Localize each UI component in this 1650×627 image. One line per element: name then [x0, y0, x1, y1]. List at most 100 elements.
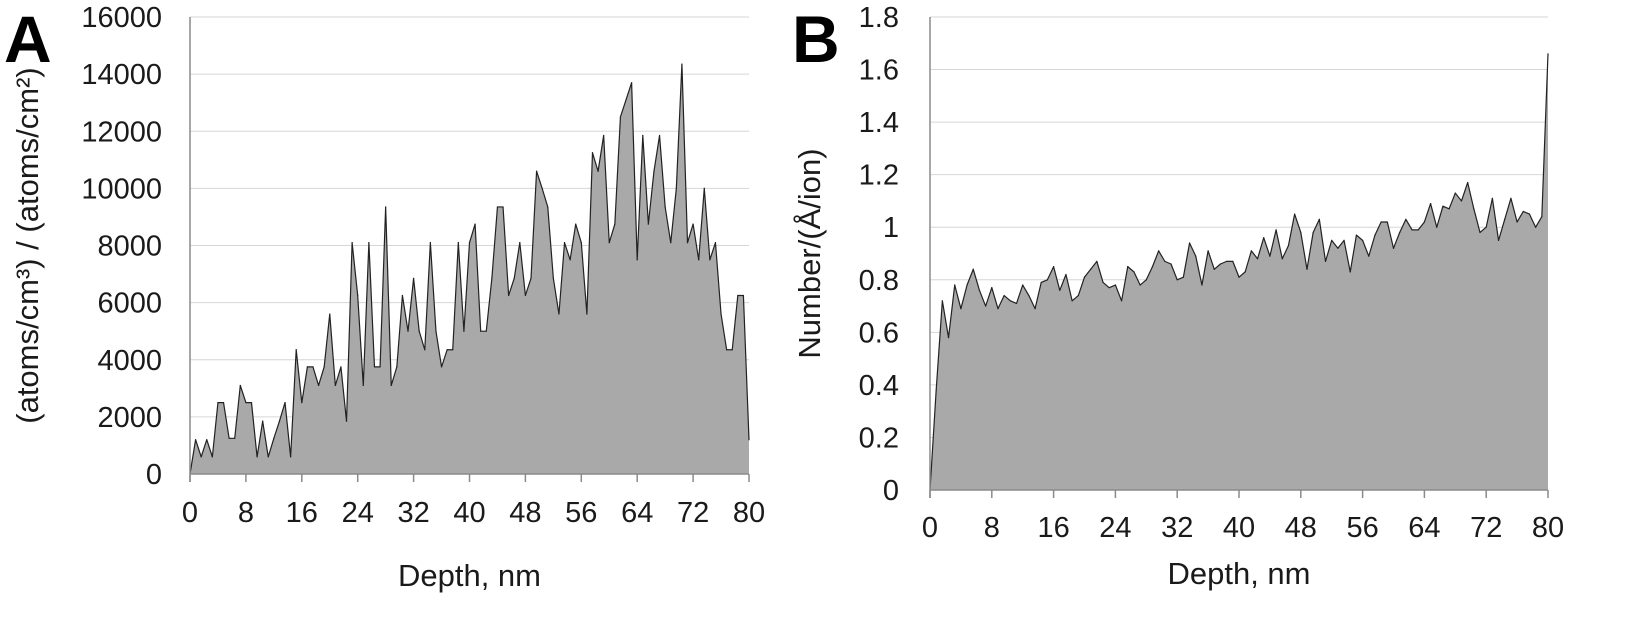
panel-a-data-point — [217, 401, 219, 404]
panel-a-data-point — [726, 349, 728, 351]
panel-b-data-point — [1238, 276, 1240, 278]
panel-a-area-fill — [190, 64, 749, 474]
panel-a-x-tick-label: 56 — [565, 497, 597, 529]
panel-b-data-point — [1429, 202, 1432, 205]
panel-a-data-point — [541, 187, 543, 189]
panel-b-data-point — [1250, 250, 1252, 252]
panel-b-x-tick-label: 48 — [1285, 512, 1317, 544]
panel-b-data-point — [1405, 218, 1407, 220]
panel-a-data-point — [250, 401, 253, 404]
panel-a-data-point — [290, 456, 292, 458]
panel-b-data-point — [1244, 271, 1246, 273]
panel-b-data-point — [954, 284, 956, 286]
panel-a-data-point — [407, 330, 409, 332]
panel-a-data-point — [614, 223, 616, 225]
panel-b-y-tick-label: 1.4 — [859, 107, 899, 139]
panel-b-x-tick-label: 56 — [1346, 512, 1378, 544]
panel-b-data-point — [935, 389, 937, 391]
panel-a-data-point — [714, 242, 717, 244]
panel-b-data-point — [1139, 284, 1141, 286]
panel-b-data-point — [1083, 276, 1086, 278]
panel-a-data-point — [424, 349, 426, 351]
panel-b-data-point — [1077, 294, 1079, 297]
panel-a-data-point — [267, 456, 269, 458]
panel-b-data-point — [1436, 226, 1438, 228]
panel-a-data-point — [468, 242, 471, 244]
panel-a-data-point — [742, 294, 745, 297]
panel-a-data-point — [234, 437, 236, 439]
panel-a-data-point — [262, 420, 264, 422]
panel-b-data-point — [1219, 263, 1222, 265]
panel-b-data-point — [1102, 281, 1104, 284]
panel-b-y-tick-label: 1.2 — [859, 160, 899, 192]
panel-a-y-tick-label: 14000 — [81, 59, 162, 91]
panel-a-data-point — [563, 242, 566, 244]
panel-b-data-point — [1034, 308, 1036, 310]
panel-b-area-fill — [930, 53, 1548, 490]
panel-a-data-point — [731, 349, 733, 351]
panel-b-data-point — [1368, 255, 1370, 257]
panel-a-data-point — [306, 366, 308, 368]
panel-a-letter: A — [4, 2, 52, 76]
panel-a-data-point — [413, 277, 415, 279]
panel-b-data-point — [1510, 197, 1512, 199]
panel-a-data-point — [323, 366, 325, 368]
panel-a-data-point — [463, 330, 465, 332]
panel-b-data-point — [1263, 237, 1265, 239]
panel-b-data-point — [1127, 266, 1129, 268]
panel-a-data-point — [317, 384, 320, 387]
panel-a-data-point — [664, 206, 666, 208]
panel-b-data-point — [1399, 231, 1401, 234]
panel-b-data-point — [1015, 302, 1018, 305]
panel-a-data-point — [312, 366, 314, 368]
panel-a-x-tick-label: 16 — [286, 497, 318, 529]
panel-a-x-tick-label: 0 — [182, 497, 198, 529]
panel-b-data-point — [1151, 266, 1154, 268]
panel-b-chart: 0 0.2 0.4 0.6 0.8 1 1.2 1.4 1.6 1.8 0 8 16 24 32 40 48 56… — [792, 2, 1564, 591]
panel-a-data-point — [474, 223, 476, 225]
panel-a-data-point — [519, 242, 521, 244]
panel-a-data-point — [513, 277, 515, 279]
panel-b-data-point — [1479, 231, 1481, 234]
panel-b-x-tick-label: 8 — [984, 512, 1000, 544]
panel-b-letter: B — [792, 2, 840, 76]
panel-b-data-point — [1108, 287, 1110, 289]
panel-b-data-point — [1256, 258, 1259, 260]
panel-b-data-point — [1442, 205, 1444, 207]
panel-b-data-point — [1423, 221, 1425, 223]
panel-a-data-point — [535, 170, 538, 172]
panel-a-data-point — [446, 349, 448, 351]
panel-a-data-point — [440, 366, 443, 368]
panel-a-data-point — [720, 313, 722, 315]
panel-a-data-point — [284, 401, 286, 404]
panel-b-data-point — [1232, 260, 1234, 262]
panel-b-data-point — [1392, 247, 1395, 249]
panel-a-data-point — [692, 223, 694, 225]
panel-a-y-tick-label: 6000 — [97, 288, 162, 320]
panel-b-data-point — [1337, 247, 1339, 249]
panel-b-data-point — [1300, 231, 1302, 234]
panel-b-data-point — [1491, 197, 1493, 199]
panel-a-data-point — [569, 259, 571, 261]
panel-b-data-point — [1269, 255, 1271, 257]
panel-b-x-tick-label: 64 — [1408, 512, 1440, 544]
panel-b-data-point — [1318, 218, 1320, 220]
panel-a-data-point — [619, 116, 622, 118]
panel-b-y-tick-label: 0.2 — [859, 422, 899, 454]
panel-a-data-point — [329, 313, 331, 315]
panel-b-data-point — [1460, 200, 1463, 202]
panel-b-data-point — [1522, 210, 1524, 213]
panel-b-data-point — [1003, 294, 1005, 297]
panel-a-data-point — [228, 437, 230, 439]
panel-a-data-point — [737, 294, 739, 297]
panel-a-x-tick-label: 32 — [397, 497, 429, 529]
panel-b-data-point — [1343, 239, 1345, 241]
panel-a-data-point — [508, 294, 510, 297]
panel-b-data-point — [1195, 255, 1197, 257]
panel-b-data-point — [1022, 284, 1024, 286]
panel-b-data-point — [1380, 221, 1382, 223]
panel-a-data-point — [295, 349, 297, 351]
panel-a-data-point — [368, 242, 370, 244]
panel-b-y-tick-label: 0 — [883, 475, 899, 507]
